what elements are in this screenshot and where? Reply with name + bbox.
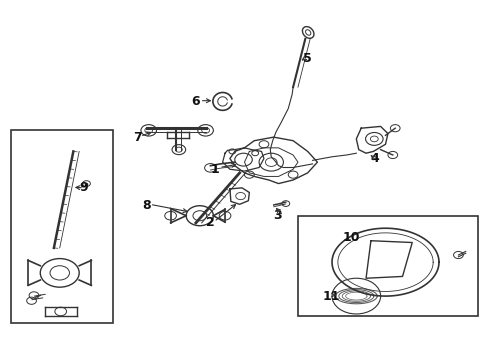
- Text: 1: 1: [210, 163, 219, 176]
- Bar: [297, 216, 477, 316]
- Text: 10: 10: [342, 231, 360, 244]
- Text: 9: 9: [80, 181, 88, 194]
- Text: 5: 5: [302, 52, 311, 65]
- Text: 4: 4: [370, 152, 379, 165]
- Text: 3: 3: [273, 209, 282, 222]
- Text: 8: 8: [142, 198, 151, 212]
- Text: 6: 6: [191, 95, 199, 108]
- Text: 11: 11: [322, 289, 339, 303]
- Bar: [11, 130, 113, 323]
- Text: 2: 2: [205, 216, 214, 229]
- Text: 7: 7: [132, 131, 141, 144]
